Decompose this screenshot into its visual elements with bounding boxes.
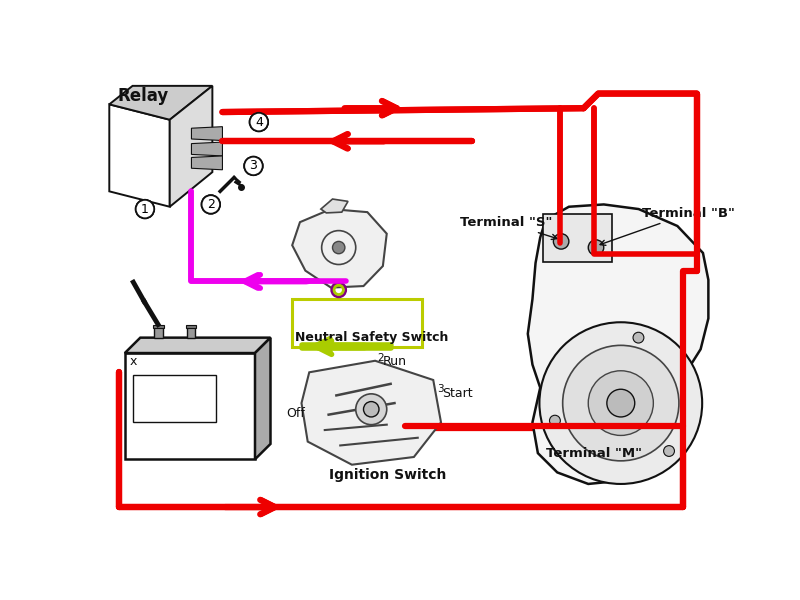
Polygon shape: [191, 127, 222, 140]
Text: 2: 2: [378, 353, 384, 363]
Text: 2: 2: [207, 198, 214, 211]
Text: Neutral Safety Switch: Neutral Safety Switch: [295, 331, 449, 344]
Text: 3: 3: [250, 160, 258, 172]
Polygon shape: [321, 199, 348, 213]
Bar: [292, 299, 422, 347]
Circle shape: [539, 322, 702, 484]
Bar: [133, 374, 216, 422]
Circle shape: [550, 415, 560, 426]
Circle shape: [588, 371, 654, 436]
Text: 2: 2: [207, 198, 214, 211]
Circle shape: [588, 240, 604, 255]
Bar: [154, 326, 162, 338]
Text: Terminal "S": Terminal "S": [460, 216, 557, 239]
Text: Terminal "M": Terminal "M": [546, 447, 642, 460]
Bar: [187, 326, 195, 338]
Text: 3: 3: [437, 385, 444, 394]
Polygon shape: [191, 156, 222, 170]
Circle shape: [633, 332, 644, 343]
Text: Run: Run: [383, 355, 407, 368]
Bar: [125, 353, 255, 460]
Text: Relay: Relay: [117, 87, 168, 105]
Circle shape: [356, 394, 386, 425]
Text: 3: 3: [250, 160, 258, 172]
Circle shape: [554, 233, 569, 249]
Polygon shape: [292, 209, 386, 287]
Text: 1: 1: [141, 203, 149, 215]
Text: Off: Off: [286, 407, 305, 420]
Text: 1: 1: [141, 203, 149, 215]
Polygon shape: [125, 338, 270, 353]
Polygon shape: [255, 338, 270, 460]
Text: Start: Start: [442, 387, 473, 400]
Text: 4: 4: [255, 116, 263, 128]
Circle shape: [607, 389, 634, 417]
Circle shape: [333, 241, 345, 254]
Bar: [154, 325, 163, 328]
Polygon shape: [191, 142, 222, 156]
Text: x: x: [130, 355, 137, 368]
Bar: [543, 214, 611, 262]
Polygon shape: [170, 86, 212, 207]
Text: 4: 4: [255, 116, 263, 128]
Text: Terminal "B": Terminal "B": [600, 207, 735, 245]
Polygon shape: [528, 205, 708, 484]
Polygon shape: [110, 104, 170, 207]
Circle shape: [363, 401, 379, 417]
Polygon shape: [110, 86, 212, 120]
Text: Ignition Switch: Ignition Switch: [329, 467, 446, 482]
Circle shape: [562, 346, 679, 461]
Circle shape: [663, 446, 674, 457]
Polygon shape: [302, 361, 441, 464]
Bar: [186, 325, 196, 328]
